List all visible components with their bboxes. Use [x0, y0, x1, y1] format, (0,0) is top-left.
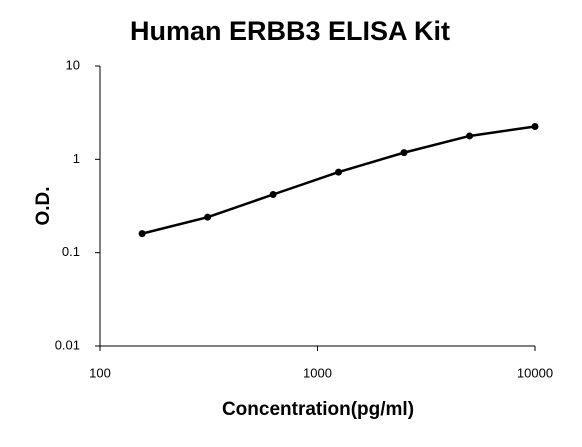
- y-tick-label: 0.1: [62, 244, 80, 259]
- x-tick-label: 1000: [303, 365, 332, 380]
- y-axis-label: O.D.: [33, 186, 54, 225]
- x-axis-label: Concentration(pg/ml): [222, 399, 414, 420]
- y-tick-label: 10: [66, 57, 80, 72]
- data-point: [400, 149, 408, 157]
- x-tick-label: 10000: [517, 365, 553, 380]
- data-line: [141, 125, 536, 235]
- data-point: [138, 230, 146, 238]
- data-point: [269, 190, 277, 198]
- y-tick-label: 1: [73, 151, 80, 166]
- chart-title: Human ERBB3 ELISA Kit: [130, 16, 450, 46]
- data-point: [204, 213, 212, 221]
- data-point: [466, 132, 474, 140]
- data-point: [335, 168, 343, 176]
- y-tick-label: 0.01: [55, 337, 80, 352]
- x-tick-label: 100: [89, 365, 111, 380]
- data-point: [531, 122, 539, 130]
